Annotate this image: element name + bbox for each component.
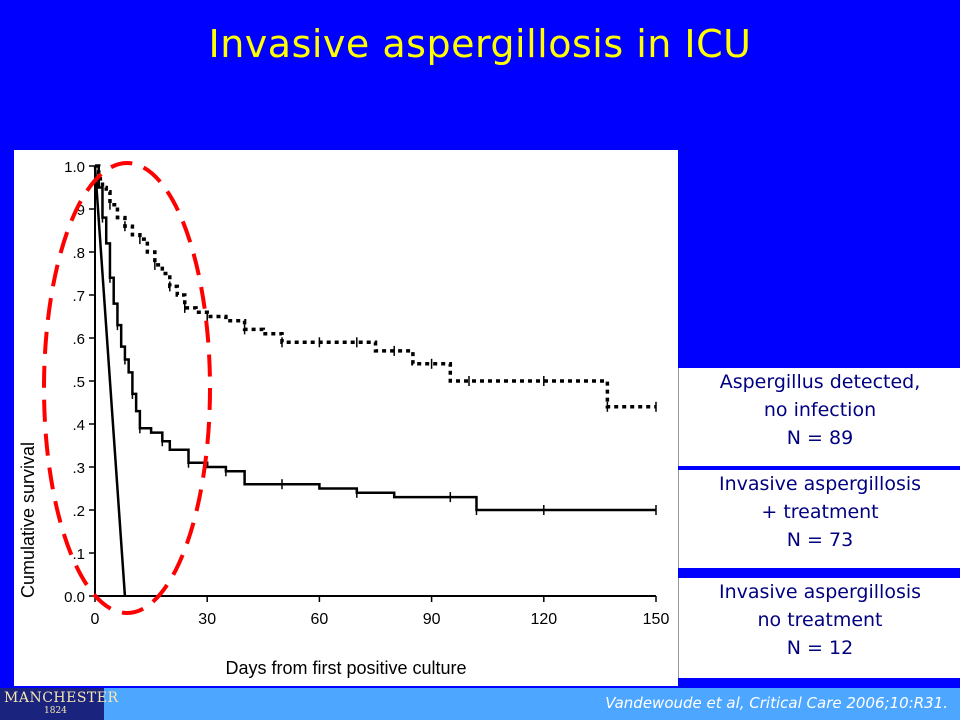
- y-tick-label: .2: [72, 503, 85, 520]
- y-tick-label: .6: [72, 331, 85, 348]
- legend-no-treatment: Invasive aspergillosis no treatment N = …: [678, 578, 960, 678]
- km-survival-chart: 0 30 60 90 120 150 0.0.1.2.3.4.5.6.7.8.9 1.0 Da…: [14, 150, 678, 686]
- legend-count: N = 73: [786, 529, 854, 551]
- series-no-infection-line: [95, 164, 656, 409]
- footer-bar: [0, 688, 960, 720]
- y-tick-label: .1: [72, 546, 85, 563]
- y-tick-label: .7: [72, 288, 85, 305]
- legend-line: Invasive aspergillosis: [718, 581, 922, 603]
- series-treatment-line: [95, 164, 656, 512]
- x-tick-label: 30: [198, 611, 216, 628]
- legend-count: N = 89: [786, 427, 854, 449]
- y-tick-label: 1.0: [64, 159, 85, 176]
- legend-treatment: Invasive aspergillosis + treatment N = 7…: [678, 470, 960, 568]
- legend-line: Aspergillus detected,: [719, 371, 921, 393]
- chart-series: [93, 164, 657, 597]
- x-tick-label: 120: [530, 611, 557, 628]
- logo-text: MANCHESTER: [4, 690, 119, 706]
- x-tick-label: 0: [91, 611, 100, 628]
- legend-line: + treatment: [761, 501, 879, 523]
- slide-title: Invasive aspergillosis in ICU: [208, 22, 752, 66]
- highlight-ellipse: [42, 161, 212, 615]
- y-tick-label: .5: [72, 374, 85, 391]
- y-tick-label: .3: [72, 460, 85, 477]
- x-tick-label: 150: [643, 611, 670, 628]
- legend-line: no treatment: [757, 609, 883, 631]
- y-tick-label: .8: [72, 245, 85, 262]
- legend-no-infection: Aspergillus detected, no infection N = 8…: [678, 368, 960, 466]
- y-axis-label: Cumulative survival: [18, 442, 38, 598]
- series-no-treatment-line: [93, 165, 127, 597]
- university-logo: MANCHESTER 1824: [0, 688, 118, 720]
- x-axis-label: Days from first positive culture: [225, 658, 466, 678]
- y-tick-label: .4: [72, 417, 85, 434]
- y-tick-label: 0.0: [64, 589, 85, 606]
- legend-count: N = 12: [786, 637, 854, 659]
- logo-year: 1824: [44, 706, 67, 716]
- legend-line: no infection: [763, 399, 877, 421]
- x-tick-label: 90: [423, 611, 441, 628]
- citation: Vandewoude et al, Critical Care 2006;10:…: [605, 694, 948, 712]
- x-tick-label: 60: [311, 611, 329, 628]
- legend-line: Invasive aspergillosis: [718, 473, 922, 495]
